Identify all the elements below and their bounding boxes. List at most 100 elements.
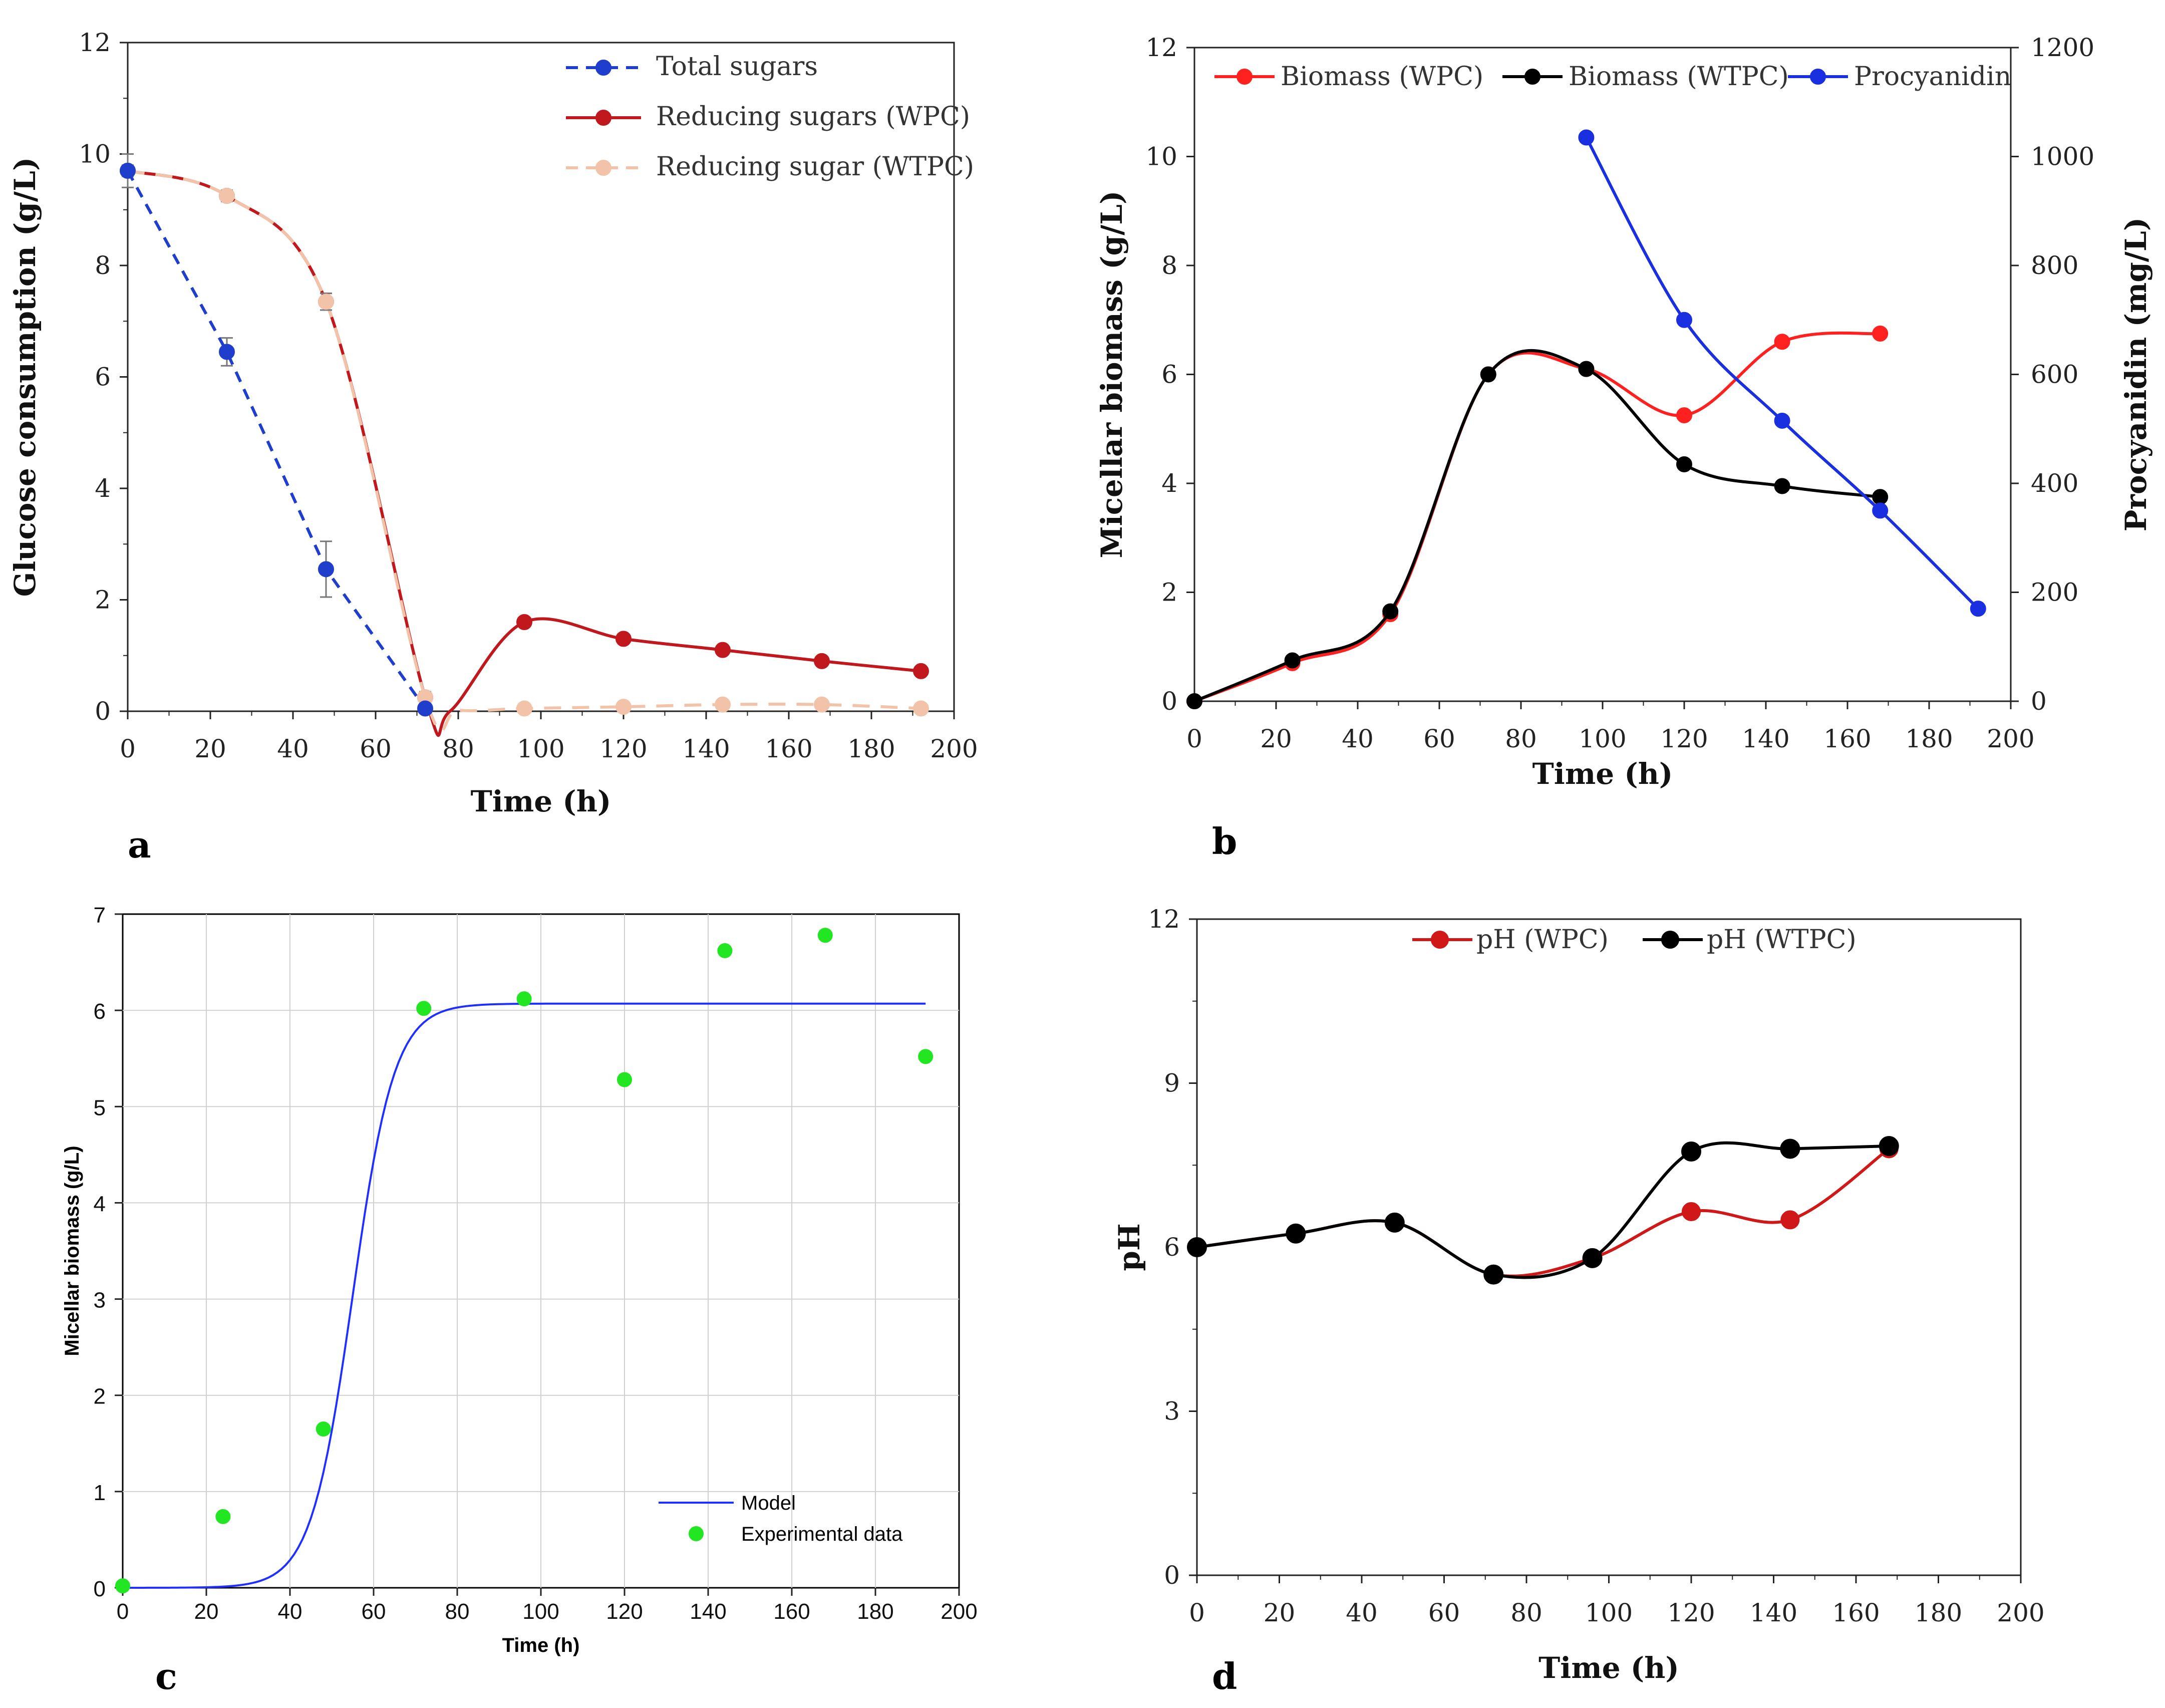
x-tick-label: 140 — [1750, 1598, 1797, 1627]
x-tick-label: 100 — [517, 734, 564, 763]
series-line-2 — [127, 169, 921, 732]
legend-marker — [1236, 69, 1253, 85]
data-point — [1578, 129, 1595, 146]
x-tick-label: 60 — [1428, 1598, 1460, 1627]
x-tick-label: 60 — [1423, 724, 1455, 753]
x-tick-label: 160 — [765, 734, 812, 763]
y-tick-label: 2 — [95, 586, 111, 615]
y-tick-label: 4 — [95, 474, 111, 503]
y-tick-label: 4 — [1161, 469, 1177, 498]
data-point — [1286, 1223, 1306, 1244]
data-point — [115, 1578, 130, 1594]
y-tick-label: 5 — [94, 1095, 106, 1120]
x-tick-label: 20 — [194, 1599, 219, 1624]
data-point — [516, 991, 532, 1007]
data-point — [1681, 1141, 1701, 1162]
legend-label: Biomass (WPC) — [1281, 62, 1483, 92]
legend-marker — [1661, 931, 1679, 949]
y-tick-label: 6 — [95, 363, 111, 392]
data-point — [1480, 366, 1496, 383]
data-point — [1578, 361, 1595, 377]
data-point — [715, 696, 731, 713]
panel-d-ph-chart: 0 20 40 60 80 100 120 140 160 180 200 0 3 6 9 12 Time (h… — [1112, 905, 2045, 1697]
x-tick-label: 140 — [1742, 724, 1789, 753]
data-point — [1186, 693, 1202, 709]
x-axis-title: Time (h) — [1532, 757, 1673, 791]
x-tick-label: 80 — [445, 1599, 470, 1624]
y-axis-title: Micellar biomass (g/L) — [61, 1146, 83, 1356]
legend-marker — [595, 160, 611, 176]
legend-marker — [595, 110, 611, 126]
data-point — [1187, 1237, 1207, 1257]
data-point — [1676, 407, 1692, 424]
x-tick-label: 20 — [1260, 724, 1292, 753]
legend-label: Total sugars — [656, 52, 818, 82]
legend-label: Experimental data — [741, 1523, 903, 1545]
legend-label: Biomass (WTPC) — [1569, 62, 1789, 92]
x-tick-label: 100 — [1585, 1598, 1633, 1627]
x-tick-label: 200 — [1997, 1598, 2044, 1627]
data-point — [516, 614, 532, 630]
y-tick-label: 2 — [94, 1384, 106, 1409]
legend-marker — [689, 1526, 704, 1541]
y-tick-label: 8 — [95, 251, 111, 280]
y-right-tick-label: 1200 — [2031, 33, 2094, 62]
data-point — [1780, 1210, 1800, 1230]
y-tick-label: 0 — [1164, 1561, 1180, 1590]
legend-label: pH (WTPC) — [1707, 925, 1857, 955]
panel-label: d — [1212, 1655, 1237, 1697]
x-tick-label: 60 — [360, 734, 392, 763]
legend-marker — [1524, 69, 1540, 85]
y-tick-label: 0 — [1161, 687, 1177, 716]
y-tick-label: 12 — [1148, 905, 1180, 934]
x-tick-label: 160 — [1823, 724, 1871, 753]
data-point — [1676, 456, 1692, 472]
x-tick-label: 160 — [773, 1599, 810, 1624]
data-point — [1970, 601, 1986, 617]
y-right-tick-label: 0 — [2031, 687, 2047, 716]
x-tick-label: 100 — [522, 1599, 559, 1624]
data-point — [318, 294, 334, 310]
y-tick-label: 6 — [1161, 360, 1177, 389]
y-axis-title: Micellar biomass (g/L) — [1095, 191, 1129, 558]
data-point — [615, 631, 632, 647]
panel-b-biomass-chart: 0 20 40 60 80 100 120 140 160 180 200 0 2 4 6 8 10 12 Time… — [1095, 33, 2153, 863]
y-tick-label: 8 — [1161, 251, 1177, 280]
x-tick-label: 200 — [930, 734, 978, 763]
x-tick-label: 0 — [1189, 1598, 1205, 1627]
x-tick-label: 80 — [1510, 1598, 1542, 1627]
x-tick-label: 80 — [442, 734, 474, 763]
data-point — [1879, 1136, 1899, 1157]
y-tick-label: 9 — [1164, 1069, 1180, 1098]
series-line-1 — [1196, 1141, 1889, 1279]
panel-label: a — [128, 823, 151, 866]
panel-a-glucose-chart: 0 20 40 60 80 100 120 140 160 180 200 0 2 4 6 8 10 12 Time… — [8, 28, 978, 866]
x-tick-label: 120 — [1667, 1598, 1715, 1627]
data-point — [120, 162, 136, 179]
y-right-tick-label: 200 — [2031, 578, 2078, 607]
y-right-tick-label: 600 — [2031, 360, 2078, 389]
data-point — [913, 700, 929, 717]
x-tick-label: 40 — [1346, 1598, 1378, 1627]
y-tick-label: 2 — [1161, 578, 1177, 607]
data-point — [918, 1049, 934, 1064]
x-axis-title: Time (h) — [1538, 1651, 1679, 1685]
series-line-1 — [1193, 349, 1881, 703]
data-point — [1384, 1212, 1405, 1233]
x-tick-label: 180 — [857, 1599, 893, 1624]
y-tick-label: 3 — [94, 1288, 106, 1313]
data-point — [1382, 603, 1399, 620]
x-tick-label: 80 — [1505, 724, 1537, 753]
legend-marker — [595, 60, 611, 76]
y-axis-title: Glucose consumption (g/L) — [8, 157, 42, 597]
y-right-axis-title: Procyanidin (mg/L) — [2119, 217, 2153, 531]
y-tick-label: 12 — [1145, 33, 1177, 62]
y-tick-label: 4 — [94, 1192, 106, 1216]
x-tick-label: 20 — [194, 734, 226, 763]
data-point — [913, 663, 929, 679]
data-point — [717, 943, 733, 959]
data-point — [1676, 312, 1692, 328]
x-tick-label: 20 — [1264, 1598, 1296, 1627]
legend-label: pH (WPC) — [1476, 925, 1609, 955]
x-tick-label: 200 — [941, 1599, 977, 1624]
